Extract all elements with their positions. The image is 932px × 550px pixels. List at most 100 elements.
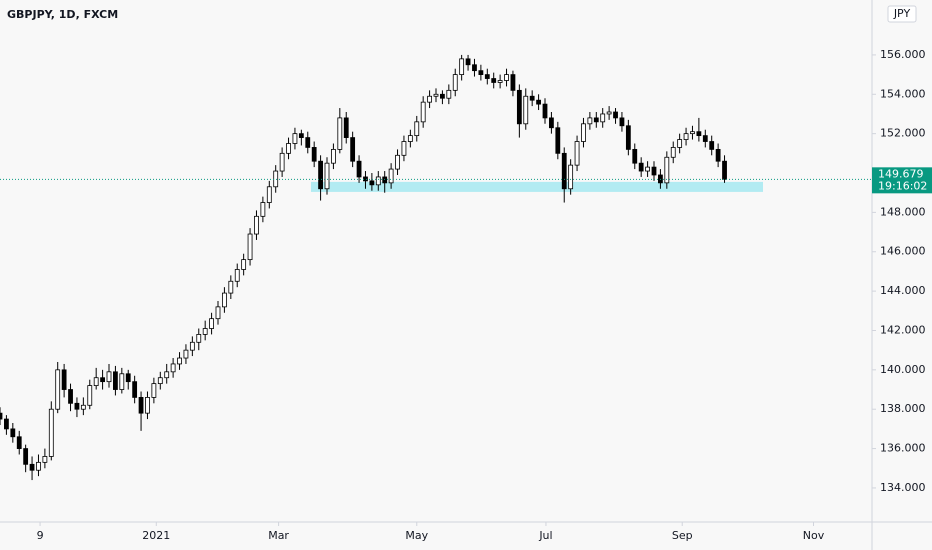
candle-body <box>273 170 279 188</box>
x-tick-label: Mar <box>268 529 289 542</box>
price-label-bg <box>872 167 932 194</box>
candle-body <box>318 160 323 190</box>
candle-body <box>132 381 138 398</box>
candle-body <box>189 341 195 351</box>
candle-body <box>683 133 689 140</box>
plot <box>0 54 763 481</box>
y-tick-label: 138.000 <box>880 402 926 415</box>
candle-body <box>709 141 715 150</box>
x-tick-label: Sep <box>672 529 693 542</box>
candle-body <box>536 99 541 105</box>
candle-body <box>337 117 343 150</box>
candle-body <box>420 101 426 123</box>
candle-body <box>600 113 606 123</box>
y-tick-label: 144.000 <box>880 284 926 297</box>
candle-body <box>433 93 439 97</box>
candle-body <box>215 306 221 320</box>
currency-box <box>887 5 917 23</box>
candle-body <box>587 117 593 125</box>
candle-body <box>350 137 356 162</box>
candle-body <box>619 117 625 127</box>
x-tick-label: 9 <box>37 529 44 542</box>
candle-body <box>68 389 73 404</box>
candle-body <box>254 215 259 235</box>
x-tick-label: Jul <box>538 529 552 542</box>
candle-body <box>459 58 465 75</box>
candle-body <box>407 135 413 142</box>
candle-body <box>151 383 157 398</box>
candle-body <box>465 58 471 66</box>
candle-body <box>222 292 227 308</box>
y-tick-label: 146.000 <box>880 245 926 258</box>
candle-body <box>645 166 650 172</box>
candle-body <box>106 371 112 383</box>
candle-body <box>279 152 285 172</box>
countdown-label: 19:16:02 <box>878 179 927 192</box>
candle-body <box>638 162 644 172</box>
currency-label: JPY <box>893 7 911 20</box>
y-tick-label: 136.000 <box>880 442 926 455</box>
y-tick-label: 152.000 <box>880 127 926 140</box>
candle-body <box>452 74 458 91</box>
candle-body <box>478 70 484 75</box>
candle-body <box>138 397 144 414</box>
candle-body <box>677 139 683 148</box>
y-tick-label: 156.000 <box>880 48 926 61</box>
candle-body <box>80 404 86 410</box>
y-tick-label: 140.000 <box>880 363 926 376</box>
candle-body <box>119 373 125 390</box>
candle-body <box>388 168 394 184</box>
candle-body <box>375 176 381 186</box>
candle-body <box>87 385 93 406</box>
candle-body <box>369 180 375 186</box>
candle-body <box>427 95 432 103</box>
candle-body <box>266 186 272 203</box>
candle-body <box>632 148 638 164</box>
candle-body <box>202 328 208 335</box>
candle-body <box>581 123 586 142</box>
x-tick-label: Nov <box>803 529 825 542</box>
candle-body <box>664 156 670 184</box>
candle-body <box>395 154 400 170</box>
candle-body <box>209 318 214 329</box>
candle-body <box>324 162 330 190</box>
candle-body <box>93 377 99 386</box>
candle-body <box>491 78 497 83</box>
candle-body <box>298 133 304 138</box>
candle-body <box>23 448 29 465</box>
candle-body <box>549 117 554 129</box>
candle-body <box>574 141 580 166</box>
candle-body <box>100 377 105 383</box>
candle-body <box>696 131 702 137</box>
candle-body <box>651 166 657 176</box>
candle-body <box>74 402 80 410</box>
candle-body <box>446 89 452 99</box>
candle-body <box>331 148 336 164</box>
candle-body <box>228 280 234 294</box>
candle-body <box>504 74 509 81</box>
candle-body <box>484 74 490 79</box>
candle-body <box>382 176 388 184</box>
candle-body <box>55 369 61 410</box>
candle-body <box>286 143 291 154</box>
candle-body <box>542 103 548 119</box>
candle-body <box>356 160 362 178</box>
candle-body <box>4 418 9 430</box>
candle-body <box>715 148 721 162</box>
candle-body <box>61 369 67 390</box>
candle-body <box>183 349 189 359</box>
candle-body <box>561 152 567 190</box>
candle-body <box>625 125 631 150</box>
candle-body <box>401 141 407 156</box>
candle-body <box>292 133 298 144</box>
candle-body <box>170 363 176 373</box>
x-tick-label: May <box>405 529 428 542</box>
candle-body <box>670 147 676 158</box>
candle-body <box>125 373 131 383</box>
candle-body <box>177 357 182 365</box>
candle-body <box>568 164 574 190</box>
candle-body <box>497 80 503 83</box>
